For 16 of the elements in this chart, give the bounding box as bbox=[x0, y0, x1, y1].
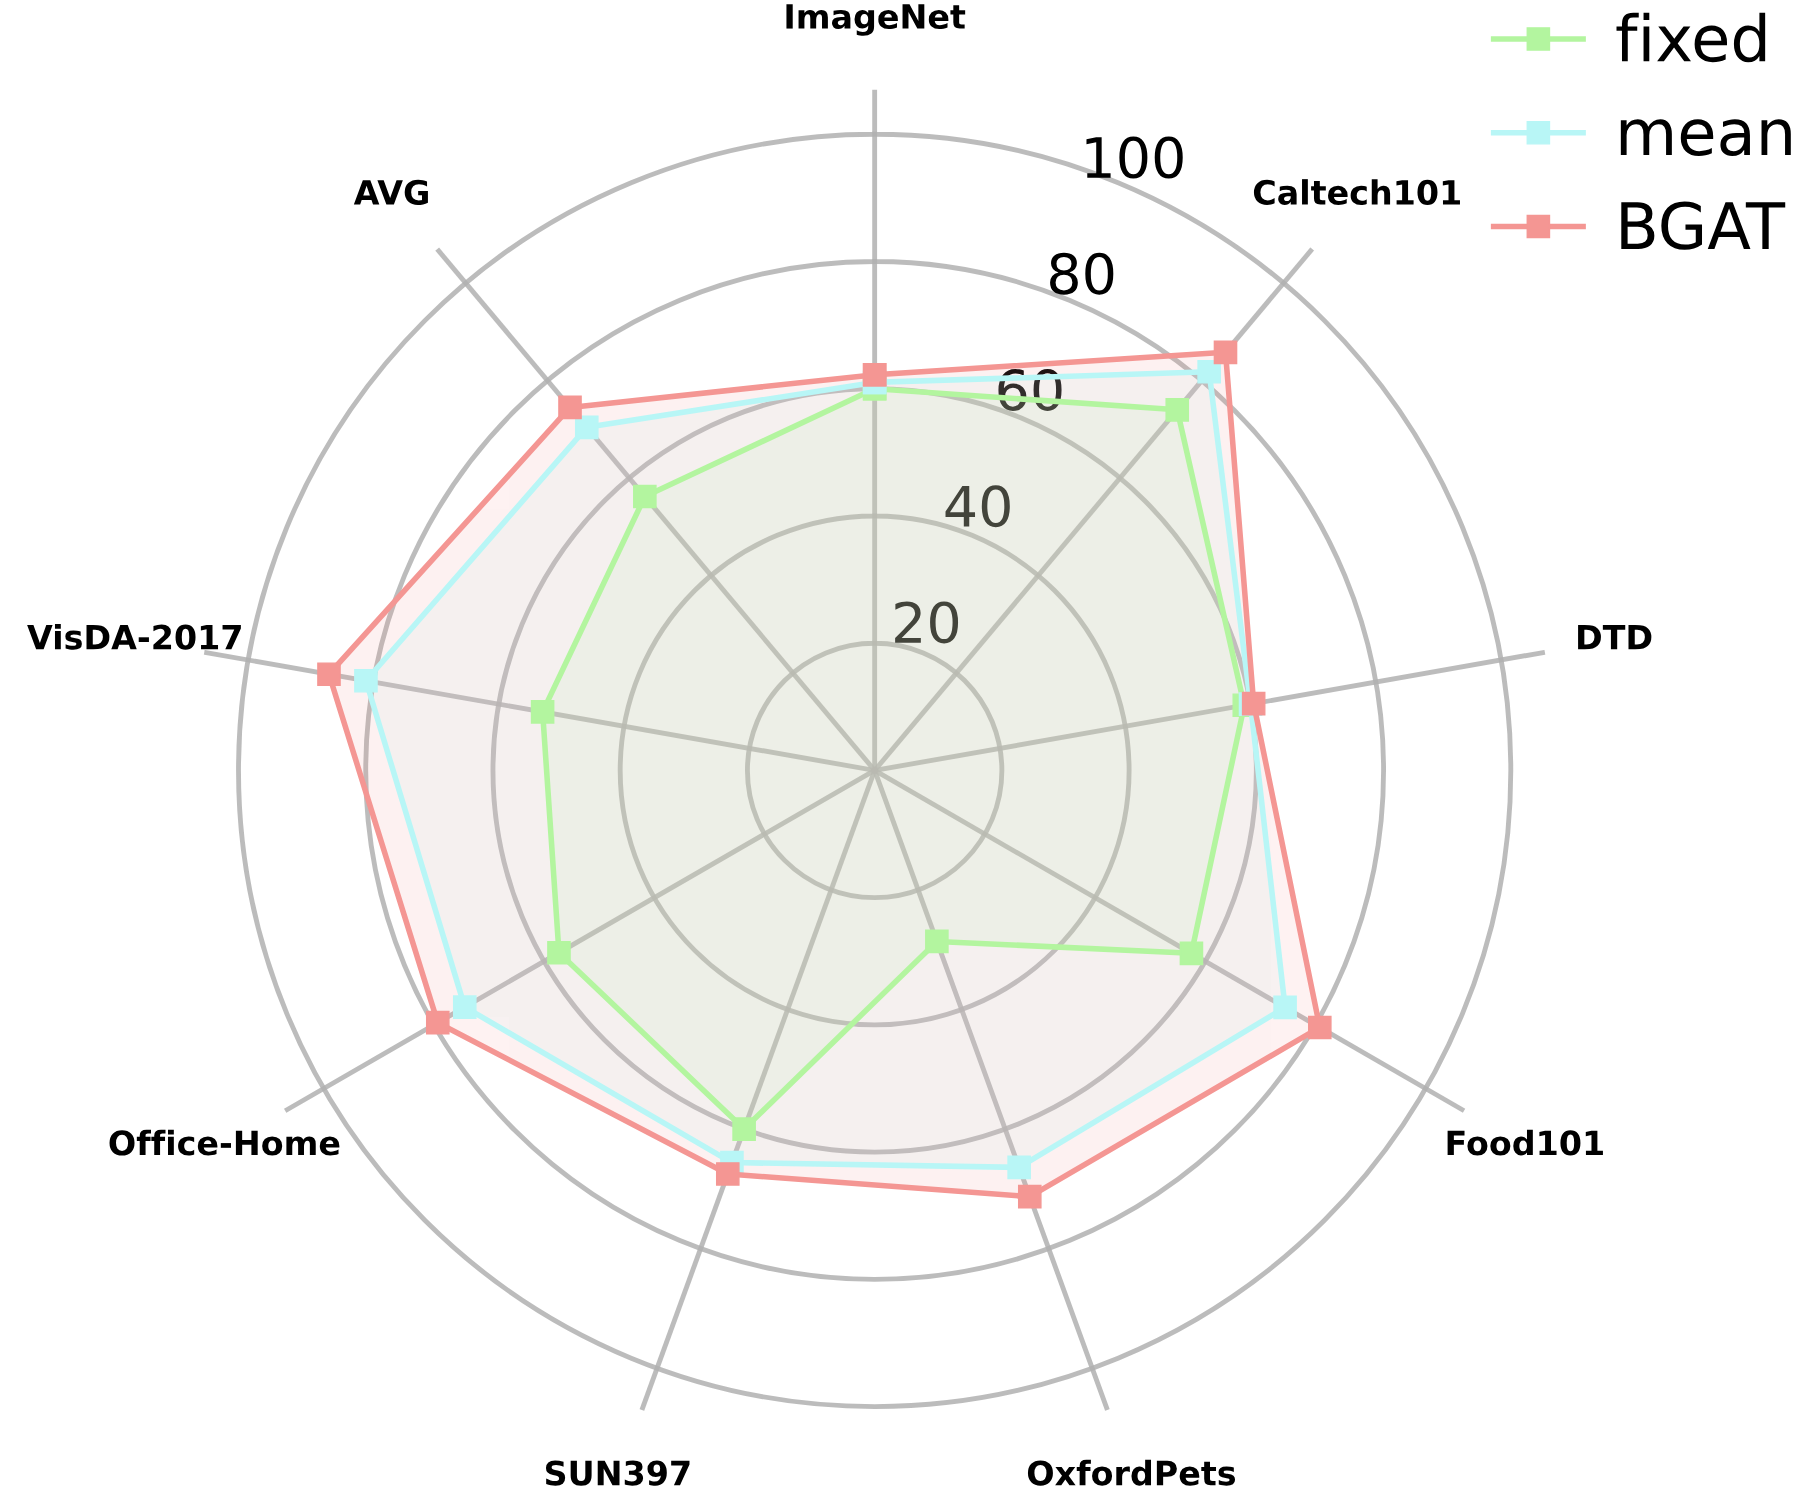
spoke-label: DTD bbox=[1578, 624, 1652, 650]
spoke-label: Food101 bbox=[1447, 1129, 1603, 1156]
spoke-label: OxfordPets bbox=[1027, 1459, 1236, 1486]
spoke-label: VisDA-2017 bbox=[27, 623, 241, 650]
legend-label: BGAT bbox=[1621, 201, 1786, 250]
spoke-label: SUN397 bbox=[545, 1460, 690, 1486]
y-tick-label: 20 bbox=[895, 601, 959, 644]
spoke-label: ImageNet bbox=[786, 4, 966, 36]
y-tick-label: 40 bbox=[945, 485, 1010, 528]
legend-label: mean bbox=[1620, 119, 1791, 157]
spoke-label: Office-Home bbox=[109, 1129, 340, 1156]
legend-label: fixed bbox=[1616, 12, 1766, 63]
spoke-label: AVG bbox=[353, 179, 428, 205]
spoke-label: Caltech101 bbox=[1253, 179, 1460, 205]
y-tick-label: 100 bbox=[1086, 136, 1183, 179]
y-tick-label: 80 bbox=[1050, 252, 1114, 295]
